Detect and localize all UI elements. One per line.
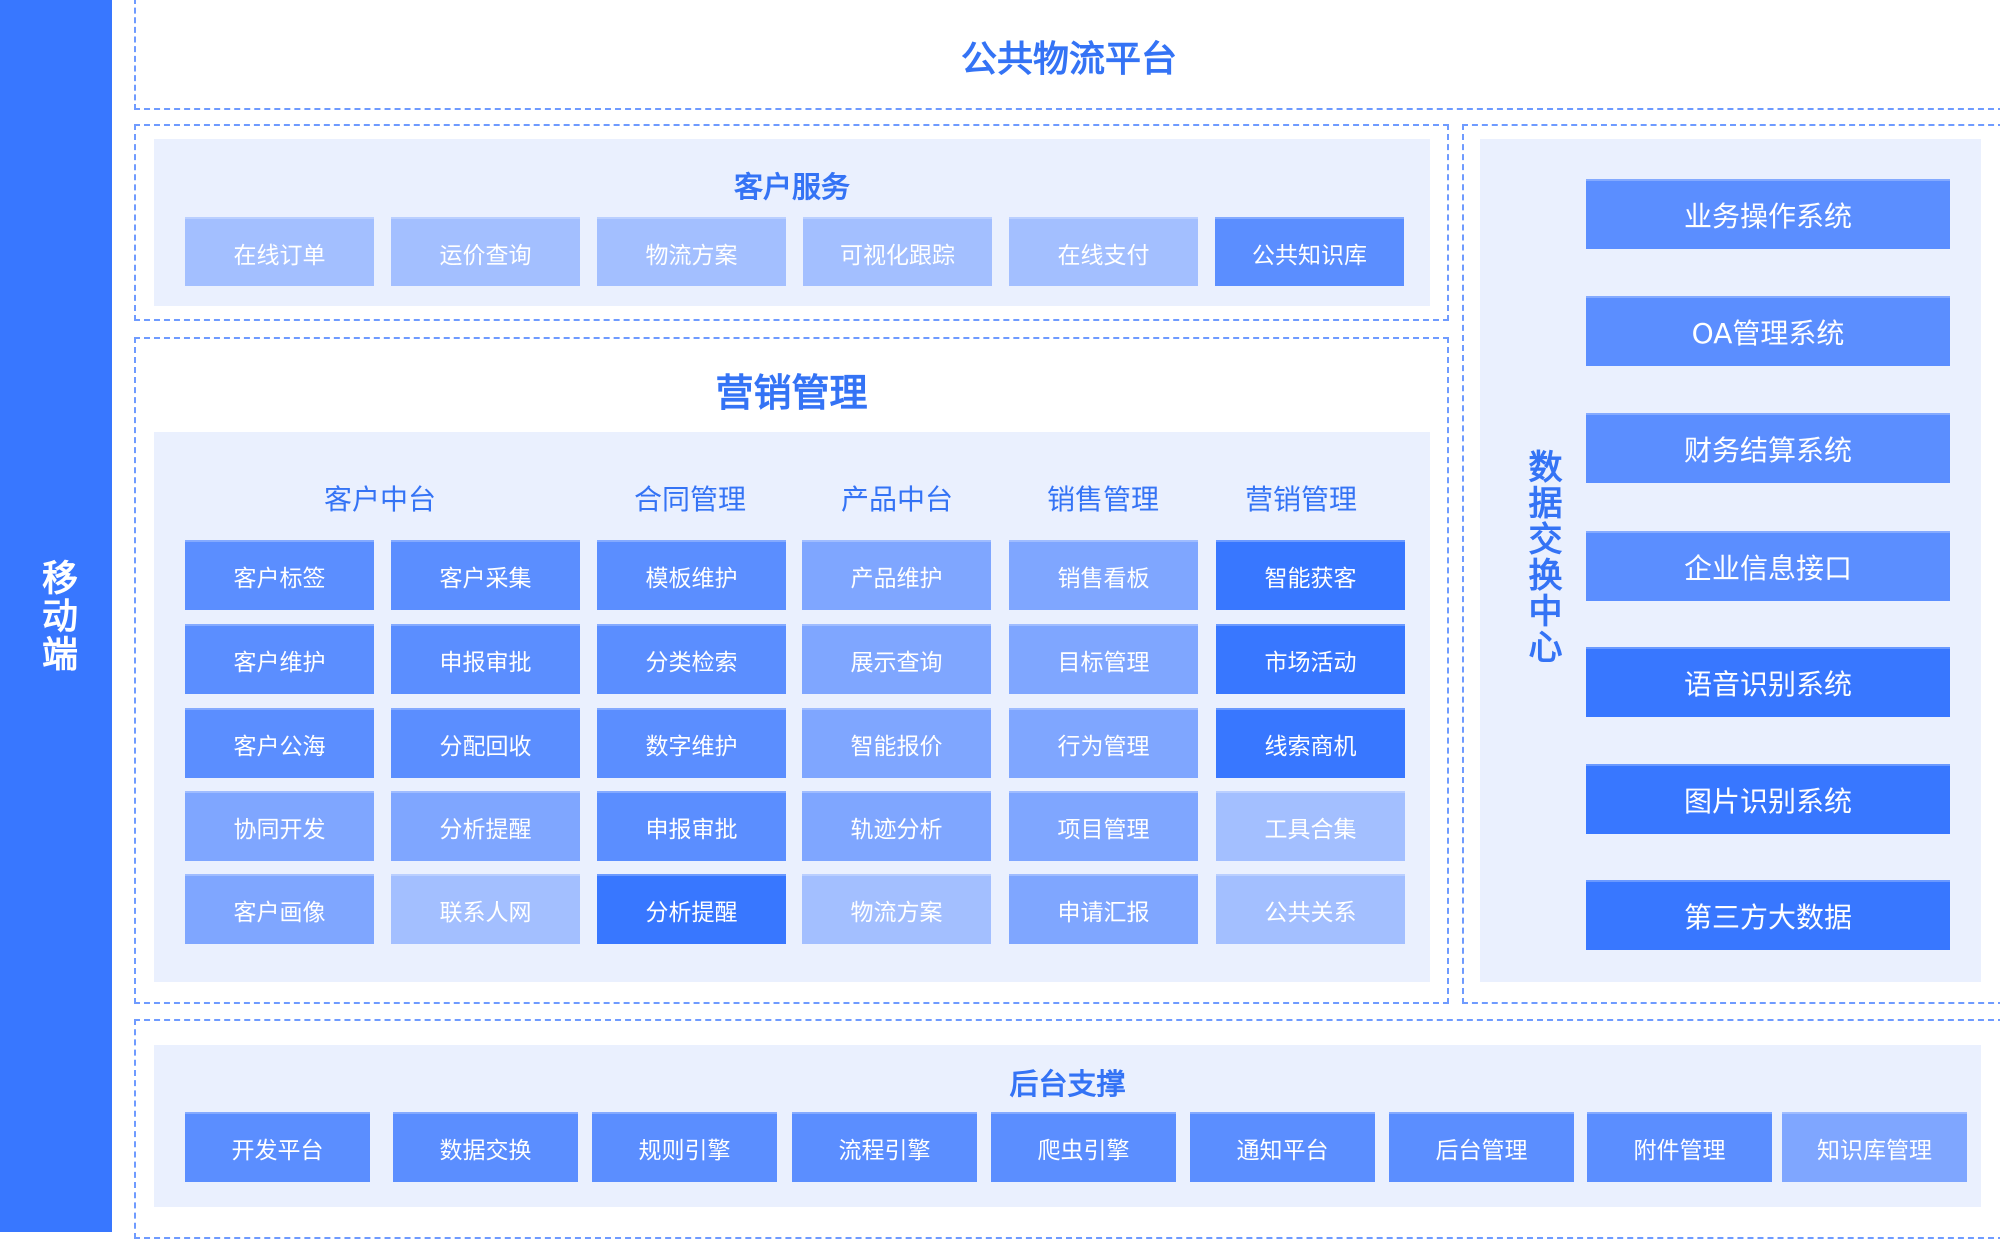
data-exchange-item[interactable]: 语音识别系统 (1586, 647, 1950, 717)
marketing-item[interactable]: 协同开发 (185, 791, 374, 861)
data-exchange-item[interactable]: OA管理系统 (1586, 296, 1950, 366)
customer-service-title: 客户服务 (733, 170, 850, 204)
marketing-item[interactable]: 分析提醒 (597, 874, 786, 944)
marketing-item[interactable]: 联系人网 (391, 874, 580, 944)
marketing-item[interactable]: 项目管理 (1009, 791, 1198, 861)
marketing-item[interactable]: 产品维护 (802, 540, 991, 610)
data-exchange-section (1462, 124, 2000, 1004)
backend-panel: 后台支撑 开发平台 数据交换 规则引擎 流程引擎 爬虫引擎 通知平台 后台管理 附件管理 知识库… (154, 1045, 1981, 1207)
marketing-item[interactable]: 申报审批 (391, 624, 580, 694)
data-exchange-item[interactable]: 财务结算系统 (1586, 413, 1950, 483)
customer-service-panel: 客户服务 在线订单 运价查询 物流方案 可视化跟踪 在线支付 公共知识库 (154, 139, 1430, 306)
marketing-item[interactable]: 轨迹分析 (802, 791, 991, 861)
marketing-item[interactable]: 客户公海 (185, 708, 374, 778)
backend-item[interactable]: 附件管理 (1587, 1112, 1772, 1182)
marketing-item[interactable]: 客户标签 (185, 540, 374, 610)
data-exchange-title: 数据交换中心 (1522, 449, 1562, 665)
customer-service-item[interactable]: 在线支付 (1009, 217, 1198, 286)
customer-service-item[interactable]: 公共知识库 (1215, 217, 1404, 286)
marketing-item[interactable]: 智能报价 (802, 708, 991, 778)
marketing-item[interactable]: 客户维护 (185, 624, 374, 694)
backend-item[interactable]: 规则引擎 (592, 1112, 777, 1182)
data-exchange-title-wrap: 数据交换中心 (1518, 449, 1812, 669)
backend-item[interactable]: 开发平台 (185, 1112, 370, 1182)
marketing-item[interactable]: 行为管理 (1009, 708, 1198, 778)
marketing-column-header: 销售管理 (1046, 483, 1160, 516)
backend-item[interactable]: 后台管理 (1389, 1112, 1574, 1182)
customer-service-section (134, 124, 1449, 321)
mobile-sidebar: 移动端 (0, 0, 112, 1232)
backend-title: 后台支撑 (1009, 1067, 1126, 1101)
backend-item[interactable]: 流程引擎 (792, 1112, 977, 1182)
backend-item[interactable]: 知识库管理 (1782, 1112, 1967, 1182)
marketing-title: 营销管理 (715, 371, 868, 415)
customer-service-item[interactable]: 物流方案 (597, 217, 786, 286)
marketing-column-header: 产品中台 (840, 483, 954, 516)
marketing-item[interactable]: 分配回收 (391, 708, 580, 778)
customer-service-item[interactable]: 可视化跟踪 (803, 217, 992, 286)
data-exchange-item[interactable]: 图片识别系统 (1586, 764, 1950, 834)
marketing-column-header: 客户中台 (323, 483, 437, 516)
mobile-label: 移动端 (36, 559, 77, 673)
marketing-item[interactable]: 客户画像 (185, 874, 374, 944)
marketing-item[interactable]: 申请汇报 (1009, 874, 1198, 944)
platform-section: 公共物流平台 (134, 0, 2000, 110)
marketing-item[interactable]: 模板维护 (597, 540, 786, 610)
marketing-panel: 客户标签 客户采集 模板维护 产品维护 销售看板 智能获客 客户维护 申报审批 分类检索 展示查询… (154, 432, 1430, 982)
marketing-column-header: 营销管理 (1244, 483, 1358, 516)
marketing-item[interactable]: 智能获客 (1216, 540, 1405, 610)
customer-service-item[interactable]: 在线订单 (185, 217, 374, 286)
marketing-item[interactable]: 工具合集 (1216, 791, 1405, 861)
data-exchange-item[interactable]: 业务操作系统 (1586, 179, 1950, 249)
marketing-item[interactable]: 客户采集 (391, 540, 580, 610)
data-exchange-item[interactable]: 企业信息接口 (1586, 531, 1950, 601)
marketing-item[interactable]: 线索商机 (1216, 708, 1405, 778)
customer-service-item[interactable]: 运价查询 (391, 217, 580, 286)
marketing-item[interactable]: 展示查询 (802, 624, 991, 694)
marketing-item[interactable]: 物流方案 (802, 874, 991, 944)
data-exchange-item[interactable]: 第三方大数据 (1586, 880, 1950, 950)
data-exchange-panel: 数据交换中心 业务操作系统 OA管理系统 财务结算系统 企业信息接口 语音识别系统 图片识… (1480, 139, 1981, 982)
marketing-section: 营销管理 (134, 337, 1449, 1004)
backend-item[interactable]: 通知平台 (1190, 1112, 1375, 1182)
marketing-item[interactable]: 分析提醒 (391, 791, 580, 861)
marketing-item[interactable]: 申报审批 (597, 791, 786, 861)
marketing-item[interactable]: 数字维护 (597, 708, 786, 778)
marketing-item[interactable]: 销售看板 (1009, 540, 1198, 610)
marketing-item[interactable]: 公共关系 (1216, 874, 1405, 944)
backend-item[interactable]: 爬虫引擎 (991, 1112, 1176, 1182)
platform-title: 公共物流平台 (960, 39, 1177, 80)
marketing-item[interactable]: 目标管理 (1009, 624, 1198, 694)
backend-item[interactable]: 数据交换 (393, 1112, 578, 1182)
marketing-item[interactable]: 市场活动 (1216, 624, 1405, 694)
marketing-column-header: 合同管理 (633, 483, 747, 516)
marketing-item[interactable]: 分类检索 (597, 624, 786, 694)
